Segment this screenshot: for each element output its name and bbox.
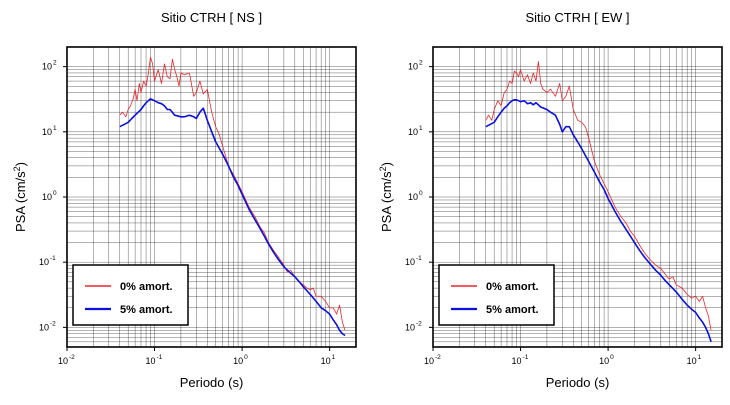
legend-label-1: 5% amort.	[486, 304, 539, 316]
y-tick-label: 10	[39, 322, 49, 332]
x-tick-label: 10	[146, 356, 156, 366]
legend: 0% amort. 5% amort.	[438, 264, 555, 326]
y-axis-label-exponent: 2	[12, 166, 22, 171]
y-tick-exponent: 2	[53, 60, 57, 67]
x-tick-label: 10	[512, 356, 522, 366]
y-tick-exponent: -2	[50, 320, 56, 327]
x-tick-exponent: 0	[244, 354, 248, 361]
x-tick-label: 10	[424, 356, 434, 366]
y-tick-exponent: -2	[416, 320, 422, 327]
y-tick-exponent: -1	[416, 255, 422, 262]
y-axis-label-text: PSA (cm/s	[13, 171, 28, 232]
x-tick-exponent: -2	[69, 354, 75, 361]
x-tick-label: 10	[233, 356, 243, 366]
y-tick-label: 10	[408, 127, 418, 137]
y-tick-label: 10	[405, 322, 415, 332]
y-tick-label: 10	[42, 62, 52, 72]
y-tick-label: 10	[408, 192, 418, 202]
legend: 0% amort. 5% amort.	[72, 264, 189, 326]
x-axis-label: Periodo (s)	[546, 375, 610, 390]
y-tick-exponent: 1	[419, 125, 423, 132]
y-tick-exponent: 1	[53, 125, 57, 132]
y-axis-label-text: PSA (cm/s	[379, 171, 394, 232]
grid	[432, 47, 722, 347]
x-tick-exponent: -1	[157, 354, 163, 361]
x-tick-label: 10	[599, 356, 609, 366]
y-tick-label: 10	[42, 127, 52, 137]
y-tick-label: 10	[408, 62, 418, 72]
x-tick-label: 10	[687, 356, 697, 366]
y-tick-exponent: 0	[419, 190, 423, 197]
x-tick-label: 10	[58, 356, 68, 366]
x-axis-label: Periodo (s)	[180, 375, 244, 390]
y-tick-exponent: 2	[419, 60, 423, 67]
series-line-0	[485, 61, 712, 331]
legend-box	[72, 264, 189, 326]
y-axis-label-exponent: 2	[378, 166, 388, 171]
chart-title: Sitio CTRH [ NS ]	[161, 10, 262, 25]
y-tick-exponent: -1	[50, 255, 56, 262]
x-tick-exponent: 1	[332, 354, 336, 361]
x-tick-exponent: -2	[435, 354, 441, 361]
y-tick-label: 10	[405, 257, 415, 267]
x-tick-label: 10	[321, 356, 331, 366]
x-tick-exponent: -1	[523, 354, 529, 361]
y-axis-label-close: )	[13, 162, 28, 166]
legend-label-0: 0% amort.	[120, 281, 173, 293]
legend-label-1: 5% amort.	[120, 304, 173, 316]
legend-label-0: 0% amort.	[486, 281, 539, 293]
y-axis-label-close: )	[379, 162, 394, 166]
series-line-0	[119, 56, 346, 331]
series-line-1	[119, 98, 346, 337]
y-axis-label: PSA (cm/s2)	[12, 162, 28, 232]
series-line-1	[485, 99, 712, 343]
x-tick-exponent: 1	[698, 354, 702, 361]
y-axis-label: PSA (cm/s2)	[378, 162, 394, 232]
legend-box	[438, 264, 555, 326]
chart-title: Sitio CTRH [ EW ]	[525, 10, 629, 25]
y-tick-exponent: 0	[53, 190, 57, 197]
y-tick-label: 10	[39, 257, 49, 267]
y-tick-label: 10	[42, 192, 52, 202]
x-tick-exponent: 0	[610, 354, 614, 361]
